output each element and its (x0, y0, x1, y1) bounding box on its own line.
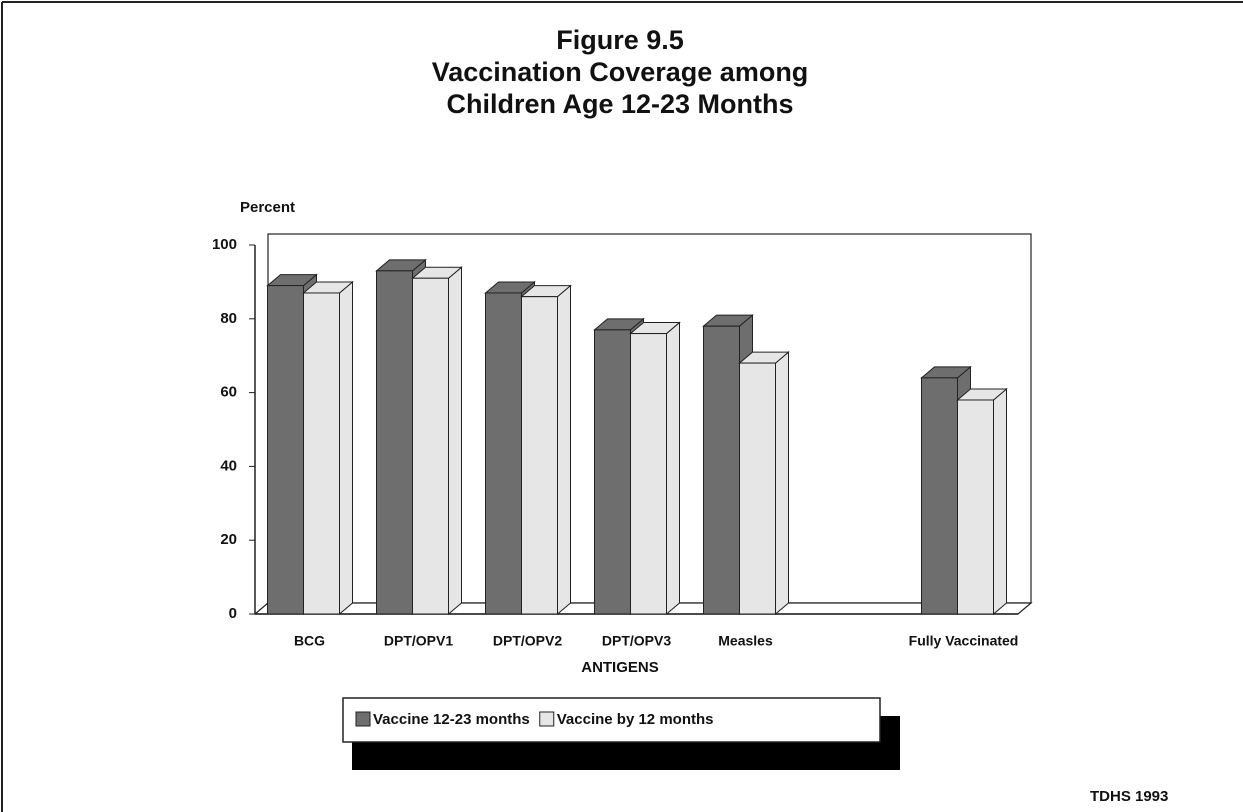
bar (521, 296, 558, 615)
bar-side (557, 284, 571, 616)
x-tick-label: Measles (718, 633, 773, 649)
x-tick-label: DPT/OPV3 (602, 633, 671, 649)
x-tick-label: BCG (294, 633, 325, 649)
bar (703, 325, 740, 615)
chart-title: Children Age 12-23 Months (446, 89, 793, 119)
bar (921, 377, 958, 615)
y-axis-label: Percent (240, 199, 295, 216)
chart-title: Figure 9.5 (556, 25, 684, 55)
bar (739, 362, 776, 615)
x-tick-label: Fully Vaccinated (909, 633, 1019, 649)
legend-label: Vaccine by 12 months (557, 711, 714, 728)
bar (303, 292, 340, 615)
x-tick-label: DPT/OPV2 (493, 633, 562, 649)
bar (594, 329, 631, 615)
bar (267, 285, 304, 615)
x-axis-label: ANTIGENS (581, 659, 659, 676)
x-tick-label: DPT/OPV1 (384, 633, 453, 649)
legend-label: Vaccine 12-23 months (373, 711, 530, 728)
bar-side (993, 387, 1007, 616)
legend (342, 697, 881, 743)
source: TDHS 1993 (1090, 788, 1168, 805)
y-tick-label: 60 (220, 384, 237, 401)
bar (412, 277, 449, 615)
bar (485, 292, 522, 615)
y-tick-label: 80 (220, 310, 237, 327)
y-tick-label: 40 (220, 457, 237, 474)
bar-side (339, 280, 353, 616)
bar (630, 333, 667, 615)
legend-swatch (355, 711, 371, 727)
y-tick-label: 100 (212, 236, 237, 253)
bar (957, 399, 994, 615)
bar (376, 270, 413, 615)
bar-side (775, 351, 789, 616)
legend-swatch (539, 711, 555, 727)
bar-side (448, 266, 462, 616)
chart-title: Vaccination Coverage among (432, 57, 809, 87)
y-tick-label: 20 (220, 531, 237, 548)
bar-side (666, 321, 680, 616)
y-tick-label: 0 (229, 605, 237, 622)
